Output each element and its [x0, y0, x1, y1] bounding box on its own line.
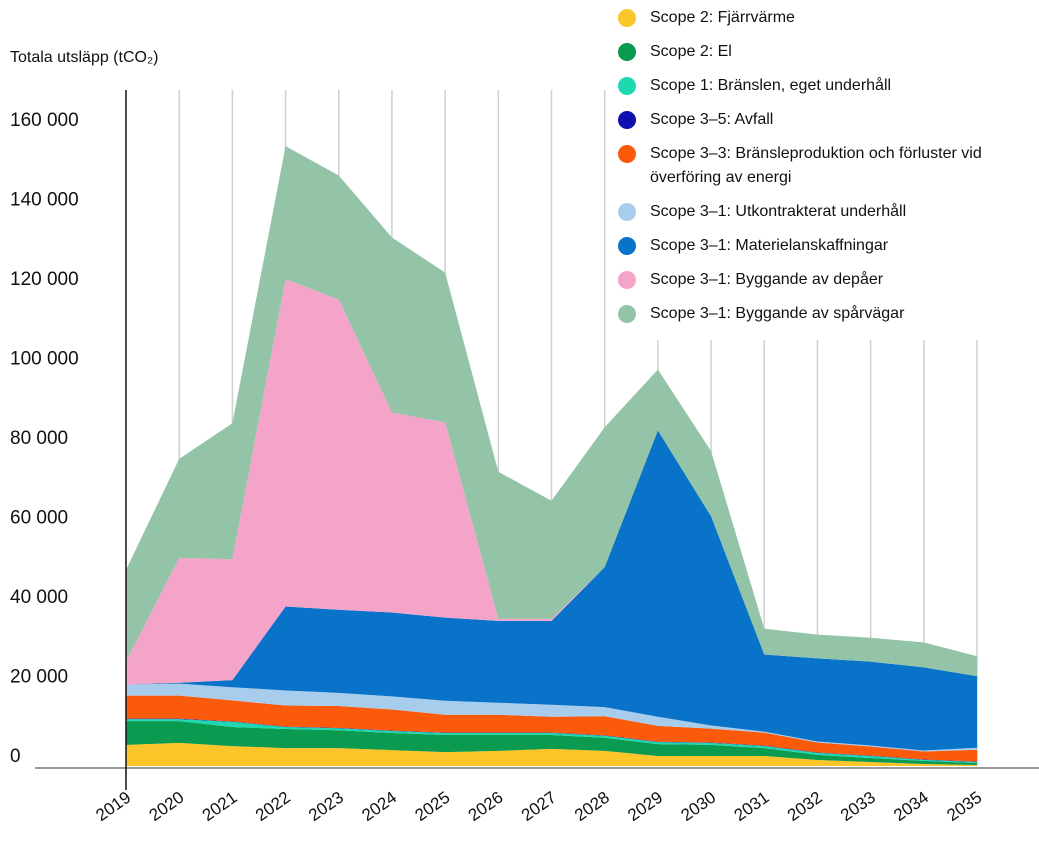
x-tick-label: 2034: [890, 788, 932, 825]
x-tick-label: 2030: [677, 788, 719, 825]
legend-label: Scope 3–1: Byggande av spårvägar: [650, 305, 905, 322]
x-tick-label: 2027: [518, 788, 560, 825]
area: [126, 721, 977, 766]
area: [126, 683, 977, 752]
y-tick-label: 160 000: [10, 110, 79, 131]
x-tick-label: 2025: [412, 788, 454, 825]
legend-label: Scope 3–1: Byggande av depåer: [650, 271, 884, 288]
legend-swatch: [618, 111, 636, 129]
legend-label: Scope 2: Fjärrvärme: [650, 9, 795, 26]
x-tick-label: 2020: [146, 788, 188, 825]
legend-label: Scope 3–3: Bränsleproduktion och förlust…: [650, 145, 982, 186]
x-tick-label: 2021: [199, 788, 241, 825]
legend-label: Scope 3–1: Utkontrakterat underhåll: [650, 203, 907, 220]
y-axis-label: Totala utsläpp (tCO₂): [10, 49, 159, 66]
area: [126, 279, 977, 685]
legend-item: Scope 2: Fjärrvärme: [616, 6, 1039, 30]
area: [126, 146, 977, 677]
legend-item: Scope 3–1: Byggande av depåer: [616, 268, 1039, 292]
y-tick-label: 0: [10, 746, 21, 767]
x-tick-label: 2019: [92, 788, 134, 825]
x-tick-label: 2032: [784, 788, 826, 825]
y-tick-label: 20 000: [10, 666, 68, 687]
legend-label: Scope 3–5: Avfall: [650, 111, 774, 128]
x-tick-label: 2033: [837, 788, 879, 825]
x-tick-label: 2031: [731, 788, 773, 825]
legend-item: Scope 3–1: Byggande av spårvägar: [616, 302, 1039, 326]
legend-item: Scope 3–1: Materielanskaffningar: [616, 234, 1039, 258]
y-tick-label: 100 000: [10, 348, 79, 369]
legend-item: Scope 2: El: [616, 40, 1039, 64]
legend-swatch: [618, 43, 636, 61]
legend-swatch: [618, 145, 636, 163]
x-tick-label: 2024: [358, 788, 400, 825]
y-tick-label: 140 000: [10, 189, 79, 210]
legend-swatch: [618, 9, 636, 27]
area: [126, 742, 977, 766]
y-tick-label: 60 000: [10, 507, 68, 528]
legend-item: Scope 3–1: Utkontrakterat underhåll: [616, 200, 1039, 224]
legend: Scope 2: Fjärrvärme Scope 2: El Scope 1: B…: [616, 6, 1039, 336]
area: [126, 430, 977, 751]
area: [126, 695, 977, 762]
x-tick-label: 2028: [571, 788, 613, 825]
y-tick-label: 40 000: [10, 587, 68, 608]
x-tick-label: 2022: [252, 788, 294, 825]
y-tick-label: 120 000: [10, 269, 79, 290]
legend-swatch: [618, 271, 636, 289]
legend-background: [630, 0, 1039, 340]
legend-swatch: [618, 77, 636, 95]
legend-label: Scope 3–1: Materielanskaffningar: [650, 237, 889, 254]
legend-label: Scope 1: Bränslen, eget underhåll: [650, 77, 892, 94]
legend-item: Scope 3–3: Bränsleproduktion och förlust…: [616, 142, 1039, 190]
legend-swatch: [618, 237, 636, 255]
legend-swatch: [618, 203, 636, 221]
x-tick-label: 2026: [465, 788, 507, 825]
legend-item: Scope 3–5: Avfall: [616, 108, 1039, 132]
area: [126, 719, 977, 764]
x-tick-label: 2023: [305, 788, 347, 825]
y-tick-label: 80 000: [10, 428, 68, 449]
legend-label: Scope 2: El: [650, 43, 732, 60]
legend-item: Scope 1: Bränslen, eget underhåll: [616, 74, 1039, 98]
x-tick-label: 2035: [943, 788, 985, 825]
x-tick-label: 2029: [624, 788, 666, 825]
legend-swatch: [618, 305, 636, 323]
